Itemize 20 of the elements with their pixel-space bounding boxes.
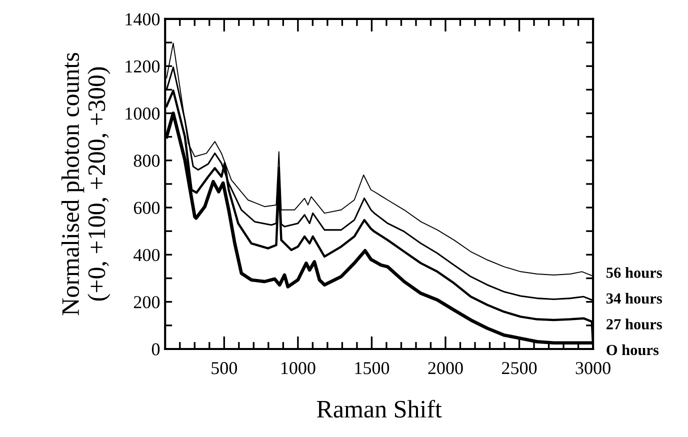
y-tick-label: 1400 [126,13,160,26]
x-tick-label: 3000 [576,362,610,374]
x-tick-label: 500 [212,362,237,374]
x-tick-label: 2000 [428,362,463,374]
series-label: O hours [606,344,659,356]
y-tick-label: 600 [134,202,160,214]
legend-label: 56 hours [606,267,662,278]
y-tick-label: 800 [134,154,160,167]
x-axis-title: Raman Shift [316,400,442,418]
y-tick-label: 0 [152,343,160,356]
legend-label: 27 hours [606,318,662,330]
x-tick-label: 1500 [355,362,390,374]
legend-label: 34 hours [606,292,662,304]
y-tick-label: 1200 [126,60,160,73]
y-tick-label: 400 [134,248,160,262]
x-tick-label: 1000 [281,362,316,374]
y-tick-label: 1000 [126,108,160,120]
y-axis-title: Normalised photon counts (+0, +100, +200, +300) [61,52,110,316]
x-tick-label: 2500 [502,362,537,374]
y-tick-label: 200 [134,296,160,308]
